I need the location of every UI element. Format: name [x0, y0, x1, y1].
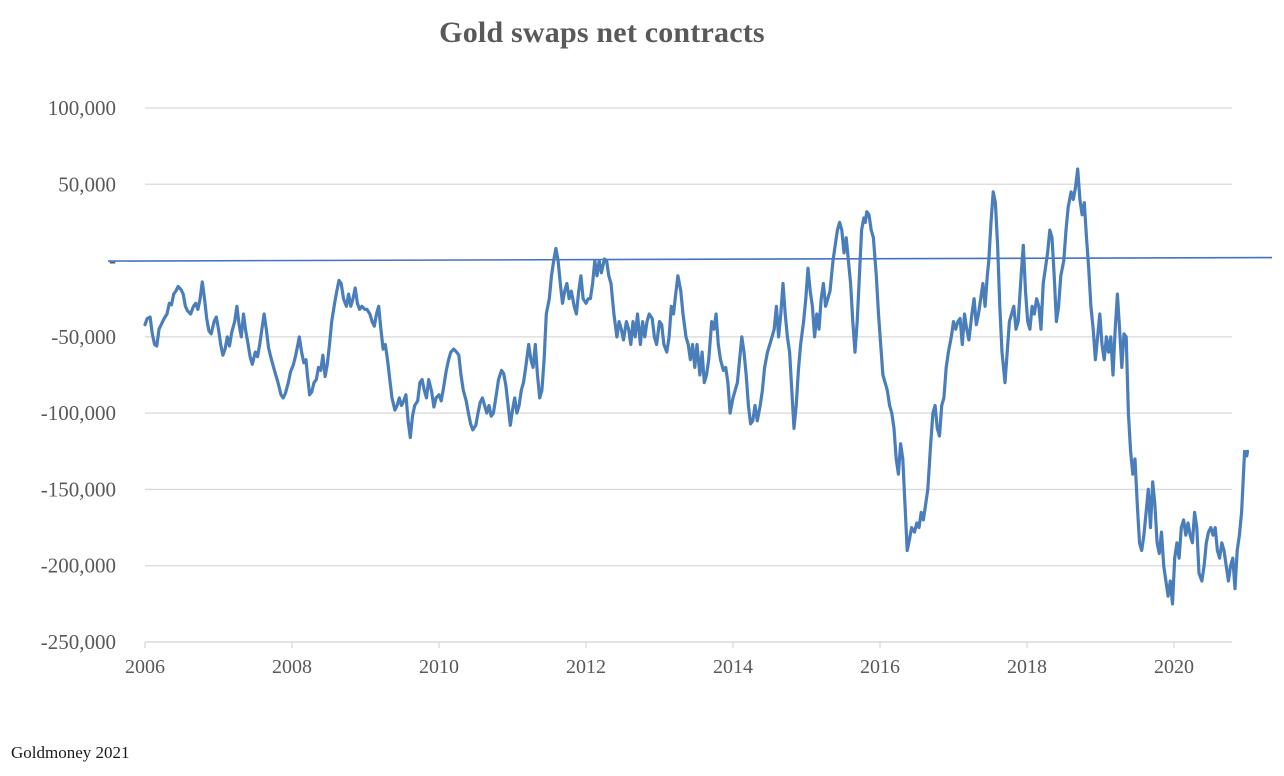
x-tick-label: 2020	[1154, 656, 1194, 678]
y-tick-label: -100,000	[41, 401, 116, 425]
chart-title: Gold swaps net contracts	[439, 16, 765, 49]
y-axis-ticks: 100,00050,000--50,000-100,000-150,000-20…	[41, 96, 116, 654]
zero-reference-line	[107, 256, 1273, 262]
x-tick-label: 2016	[860, 656, 900, 678]
x-tick-label: 2012	[566, 656, 606, 678]
series-line	[143, 167, 1250, 606]
y-tick-label: -150,000	[41, 477, 116, 501]
series-group	[143, 167, 1250, 606]
x-tick-label: 2008	[272, 656, 312, 678]
gridlines	[145, 107, 1232, 567]
y-tick-label: -250,000	[41, 630, 116, 654]
y-tick-label: -200,000	[41, 554, 116, 578]
x-tick-label: 2006	[125, 656, 165, 678]
y-tick-label: 50,000	[58, 172, 116, 196]
y-tick-label: -50,000	[51, 325, 116, 349]
zero-reference-line-group	[107, 256, 1273, 262]
y-tick-label: 100,000	[48, 96, 116, 120]
x-tick-label: 2018	[1007, 656, 1047, 678]
x-tick-label: 2014	[713, 656, 753, 678]
source-note: Goldmoney 2021	[11, 743, 130, 762]
x-tick-label: 2010	[419, 656, 459, 678]
x-axis: 2006 2008 2010 2012 2014 2016 2018 2020	[125, 641, 1232, 678]
